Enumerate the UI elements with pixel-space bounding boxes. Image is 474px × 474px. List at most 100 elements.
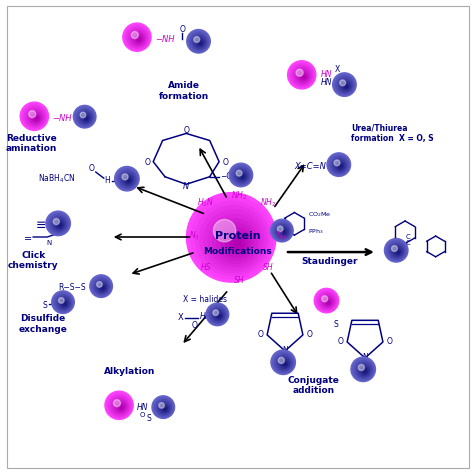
Circle shape (195, 37, 205, 47)
Text: H$_2$N: H$_2$N (198, 197, 214, 210)
Text: SH: SH (234, 276, 244, 285)
Circle shape (58, 223, 62, 227)
Circle shape (154, 398, 173, 417)
Circle shape (163, 407, 167, 410)
Circle shape (275, 224, 290, 239)
Circle shape (271, 350, 295, 374)
Text: O: O (191, 321, 198, 330)
Circle shape (113, 400, 128, 413)
Circle shape (131, 32, 138, 38)
Circle shape (335, 75, 355, 95)
Circle shape (49, 215, 68, 233)
Circle shape (240, 174, 245, 179)
Circle shape (164, 408, 166, 410)
Circle shape (215, 312, 222, 319)
Circle shape (120, 173, 135, 187)
Circle shape (187, 29, 210, 53)
Circle shape (341, 81, 350, 91)
Circle shape (210, 308, 226, 322)
Circle shape (231, 165, 251, 185)
Circle shape (191, 197, 273, 279)
Circle shape (278, 357, 284, 364)
Circle shape (321, 295, 334, 308)
Circle shape (81, 113, 91, 122)
Circle shape (274, 354, 293, 372)
Text: O: O (222, 158, 228, 167)
Circle shape (340, 80, 346, 86)
Circle shape (385, 240, 407, 261)
Text: X: X (335, 65, 340, 74)
Circle shape (206, 303, 229, 326)
Circle shape (393, 247, 401, 255)
Circle shape (208, 305, 227, 324)
Circle shape (279, 228, 287, 236)
Circle shape (272, 351, 294, 374)
Text: X=C=N: X=C=N (294, 162, 326, 171)
Circle shape (64, 303, 65, 305)
Circle shape (200, 206, 266, 273)
Text: O: O (257, 330, 264, 339)
Circle shape (327, 153, 351, 176)
Circle shape (276, 225, 289, 238)
Circle shape (118, 170, 137, 188)
Text: S: S (43, 301, 47, 310)
Circle shape (296, 69, 310, 83)
Circle shape (272, 220, 292, 241)
Text: X: X (178, 313, 183, 322)
Text: ≡: ≡ (36, 219, 46, 232)
Circle shape (53, 219, 59, 225)
Circle shape (397, 251, 399, 253)
Text: Alkylation: Alkylation (104, 367, 155, 376)
Text: CO$_2$Me: CO$_2$Me (308, 210, 331, 219)
Circle shape (387, 241, 406, 260)
Text: Conjugate
addition: Conjugate addition (287, 375, 339, 395)
Circle shape (63, 302, 66, 306)
Circle shape (56, 222, 63, 228)
Circle shape (352, 358, 374, 381)
Circle shape (106, 392, 132, 419)
Circle shape (277, 226, 289, 237)
Circle shape (208, 214, 260, 266)
Circle shape (395, 249, 401, 255)
Circle shape (122, 173, 134, 186)
Circle shape (211, 309, 225, 322)
Circle shape (236, 170, 242, 176)
Circle shape (301, 74, 306, 79)
Circle shape (34, 116, 38, 120)
Circle shape (281, 359, 289, 368)
Text: O: O (387, 337, 392, 346)
Circle shape (27, 109, 44, 126)
Circle shape (333, 73, 356, 96)
Circle shape (282, 361, 288, 367)
Circle shape (328, 301, 329, 303)
Circle shape (116, 168, 138, 190)
Circle shape (212, 219, 257, 264)
Circle shape (344, 84, 348, 88)
Circle shape (317, 291, 337, 311)
Circle shape (53, 292, 73, 313)
Circle shape (191, 34, 207, 50)
Text: O: O (144, 158, 150, 167)
Circle shape (339, 165, 342, 167)
Circle shape (28, 110, 43, 125)
Circle shape (357, 363, 371, 377)
Circle shape (52, 217, 66, 231)
Text: =: = (24, 234, 33, 245)
Circle shape (195, 201, 270, 276)
Circle shape (123, 23, 151, 51)
Circle shape (77, 109, 93, 126)
Circle shape (161, 405, 168, 412)
Circle shape (57, 296, 70, 310)
Text: Staudinger: Staudinger (301, 257, 358, 266)
Circle shape (293, 66, 312, 85)
Circle shape (80, 112, 91, 123)
Circle shape (276, 355, 292, 371)
Text: O: O (88, 164, 94, 173)
Circle shape (217, 223, 254, 260)
Circle shape (221, 228, 251, 257)
Circle shape (390, 244, 404, 258)
Circle shape (85, 118, 87, 119)
Circle shape (292, 65, 313, 86)
Circle shape (112, 398, 128, 414)
Circle shape (353, 359, 374, 380)
